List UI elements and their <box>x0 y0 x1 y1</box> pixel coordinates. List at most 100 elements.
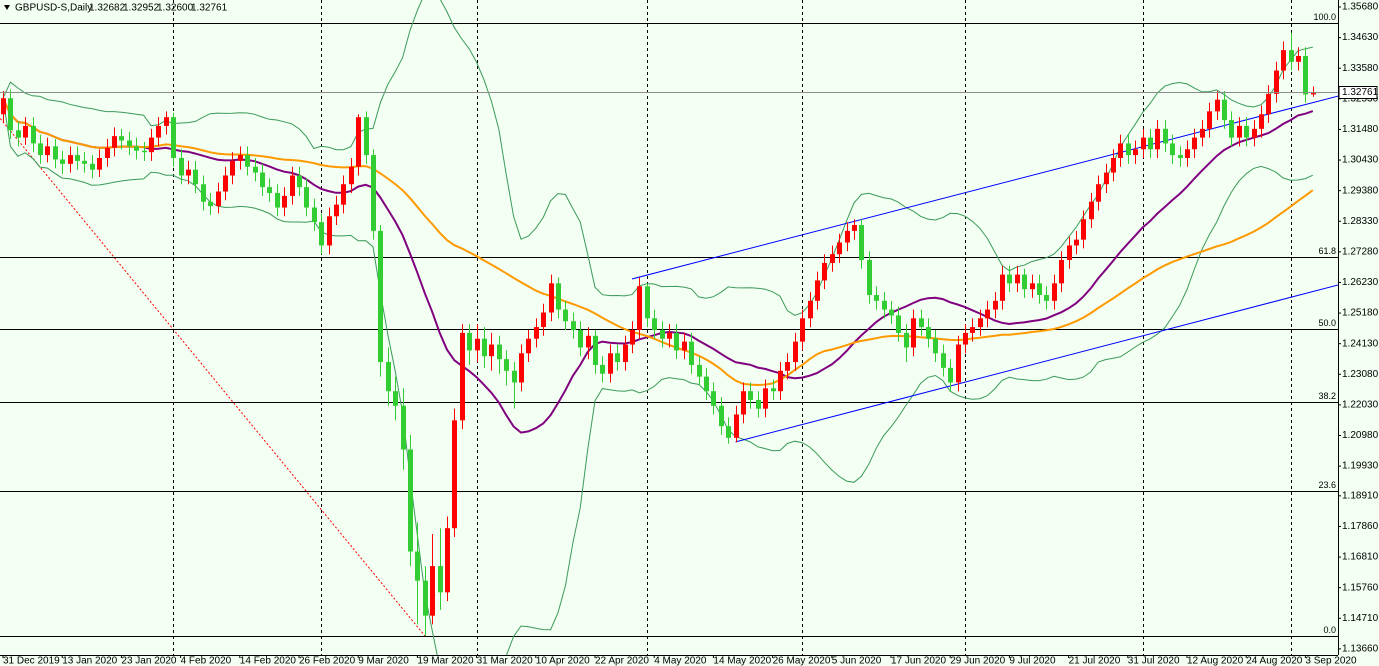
current-price-label: 1.32761 <box>1342 87 1379 98</box>
candle-body <box>75 155 80 161</box>
candle-body <box>1015 274 1020 284</box>
candle-body <box>415 551 420 581</box>
candle-body <box>763 388 768 409</box>
candle-body <box>926 327 931 339</box>
candle-body <box>756 399 761 409</box>
candle-body <box>719 405 724 427</box>
candle-body <box>1007 274 1012 284</box>
candle-body <box>778 370 783 392</box>
candle-body <box>423 580 428 616</box>
candle-body <box>682 341 687 351</box>
candle-body <box>1229 120 1234 138</box>
x-tick-label: 31 Jul 2020 <box>1128 656 1180 666</box>
x-tick-label: 12 Aug 2020 <box>1187 656 1244 666</box>
candle-body <box>489 344 494 357</box>
candle-body <box>911 318 916 348</box>
candle-body <box>179 157 184 176</box>
candle-body <box>31 125 36 144</box>
candle-body <box>919 318 924 328</box>
candle-body <box>1222 99 1227 121</box>
candle-body <box>497 344 502 360</box>
close-value: 1.32761 <box>191 3 228 14</box>
candle-body <box>674 332 679 351</box>
candle-body <box>1 98 6 115</box>
candle-body <box>859 225 864 261</box>
candle-body <box>978 318 983 328</box>
candle-body <box>904 332 909 348</box>
candle-body <box>1178 155 1183 158</box>
candle-body <box>534 327 539 339</box>
low-value: 1.32600 <box>157 3 194 14</box>
candle-body <box>985 309 990 319</box>
high-value: 1.32952 <box>123 3 160 14</box>
candle-body <box>186 169 191 176</box>
x-tick-label: 22 Apr 2020 <box>595 656 649 666</box>
candle-body <box>734 414 739 438</box>
candle-body <box>452 420 457 529</box>
symbol-title: GBPUSD-S,Daily <box>15 3 92 14</box>
candle-body <box>90 163 95 170</box>
candle-body <box>1192 137 1197 150</box>
candle-body <box>689 341 694 365</box>
x-tick-label: 29 Jun 2020 <box>950 656 1005 666</box>
candle-body <box>1000 274 1005 301</box>
candle-body <box>1059 260 1064 284</box>
x-tick-label: 19 Mar 2020 <box>417 656 474 666</box>
x-tick-label: 5 Jun 2020 <box>832 656 882 666</box>
candle-body <box>933 338 938 354</box>
candle-body <box>526 338 531 354</box>
y-tick-label: 1.29380 <box>1342 185 1379 196</box>
candle-body <box>556 283 561 310</box>
candle-body <box>837 242 842 255</box>
candle-body <box>53 146 58 160</box>
candle-body <box>319 222 324 246</box>
candle-body <box>60 159 65 164</box>
candle-body <box>704 376 709 392</box>
candle-body <box>378 230 383 363</box>
candle-body <box>1081 219 1086 240</box>
candle-body <box>38 143 43 156</box>
menu-arrow-icon[interactable] <box>4 5 10 10</box>
candle-body <box>586 335 591 348</box>
candle-body <box>1126 143 1131 156</box>
candle-body <box>1289 50 1294 62</box>
candle-body <box>1303 55 1308 95</box>
candle-body <box>127 140 132 147</box>
candle-body <box>438 566 443 593</box>
y-tick-label: 1.31480 <box>1342 124 1379 135</box>
x-tick-label: 9 Mar 2020 <box>358 656 409 666</box>
candle-body <box>193 169 198 185</box>
candle-body <box>963 332 968 345</box>
candle-body <box>593 335 598 365</box>
candle-body <box>164 117 169 126</box>
candle-body <box>808 300 813 319</box>
x-tick-label: 14 Feb 2020 <box>240 656 297 666</box>
candle-body <box>16 130 21 138</box>
x-tick-label: 14 May 2020 <box>713 656 771 666</box>
candle-body <box>896 315 901 333</box>
candle-body <box>97 157 102 170</box>
fib-level-label: 61.8 <box>1318 246 1336 256</box>
candle-body <box>867 260 872 295</box>
x-tick-label: 4 Feb 2020 <box>181 656 232 666</box>
y-tick-label: 1.30430 <box>1342 155 1379 166</box>
candle-body <box>282 195 287 208</box>
candle-body <box>956 344 961 383</box>
y-tick-label: 1.20980 <box>1342 430 1379 441</box>
candle-body <box>253 166 258 173</box>
candle-body <box>8 98 13 131</box>
candle-body <box>460 332 465 421</box>
candle-body <box>874 294 879 301</box>
candle-body <box>637 286 642 330</box>
candle-body <box>1244 125 1249 138</box>
candle-body <box>393 391 398 406</box>
candle-body <box>519 353 524 383</box>
candle-body <box>623 344 628 363</box>
candle-body <box>1030 283 1035 290</box>
y-tick-label: 1.34630 <box>1342 32 1379 43</box>
y-tick-label: 1.18910 <box>1342 490 1379 501</box>
y-tick-label: 1.16810 <box>1342 552 1379 563</box>
candle-body <box>156 125 161 138</box>
